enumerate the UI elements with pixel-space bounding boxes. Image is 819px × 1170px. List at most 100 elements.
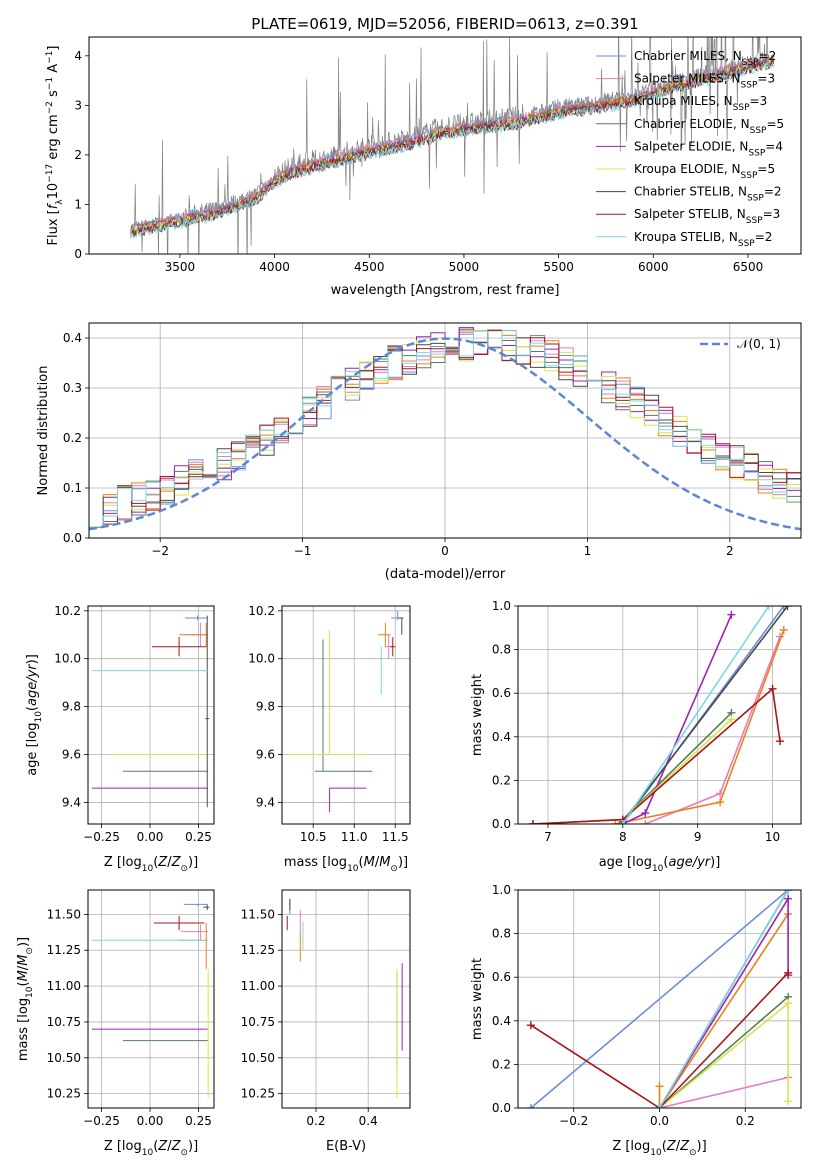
panel-residuals: −2 −1 0 1 2 0.0 0.1 0.2 0.3 0.4 𝒩(0, 1) (data-model…: [36, 322, 802, 582]
axes-frame: [87, 605, 215, 825]
y-tick-label: 0.1: [63, 481, 82, 495]
weight-series-salpeter_miles: [641, 632, 785, 824]
weight-marker: [526, 1021, 535, 1030]
x-tick-label: −1: [294, 544, 312, 558]
weight-line: [659, 1076, 789, 1108]
weight-marker: [783, 606, 792, 610]
y-tick-label: 3: [74, 98, 82, 112]
x-tick-label: 0.4: [359, 1114, 378, 1128]
x-tick-label: 5500: [543, 260, 574, 274]
weight-line: [622, 614, 733, 824]
weight-line: [658, 890, 789, 1108]
x-tick-label: 4000: [259, 260, 290, 274]
errorbar-point-kroupa_miles: [179, 622, 209, 647]
y-tick-label: 11.00: [241, 979, 275, 993]
legend-entry-normal: 𝒩(0, 1): [737, 337, 781, 351]
y-tick-label: 10.50: [241, 1051, 275, 1065]
x-tick-label: 0.0: [650, 1114, 669, 1128]
y-tick-label: 1.0: [492, 599, 511, 613]
y-axis-label: mass weight: [470, 674, 485, 756]
errorbar-point-salpeter_elodie: [329, 787, 367, 813]
plot-area: [89, 327, 801, 531]
plot-area: [526, 890, 793, 1108]
legend-entry-salpeter_miles: Salpeter MILES, NSSP=3: [634, 72, 775, 91]
errorbar-point-kroupa_stelib: [380, 646, 383, 695]
errorbar-point-salpeter_stelib: [151, 637, 207, 657]
x-axis-label: E(B-V): [326, 1139, 366, 1154]
weight-marker: [526, 1104, 535, 1108]
x-tick-label: 11.5: [382, 830, 409, 844]
y-tick-label: 0.0: [492, 817, 511, 831]
weight-marker: [528, 820, 537, 824]
weight-marker: [768, 684, 777, 693]
y-tick-label: 10.2: [54, 604, 81, 618]
x-tick-label: 6500: [733, 260, 764, 274]
y-tick-label: 10.2: [248, 604, 275, 618]
x-axis-label: age [log10(age/yr)]: [599, 855, 721, 874]
y-tick-label: 9.8: [256, 700, 275, 714]
axes-frame: [517, 605, 802, 825]
weight-line: [622, 606, 789, 823]
axes-frame: [281, 889, 411, 1109]
plot-area: [130, 37, 775, 254]
weight-marker: [641, 809, 650, 818]
x-axis-label: mass [log10(M/M⊙)]: [284, 855, 408, 874]
y-axis-label: mass [log10(M/M⊙)]: [16, 937, 35, 1061]
legend-entry-salpeter_elodie: Salpeter ELODIE, NSSP=4: [634, 139, 783, 158]
weight-marker: [611, 820, 620, 824]
y-tick-label: 2: [74, 148, 82, 162]
errorbar-point-chabrier_stelib: [203, 904, 210, 911]
y-tick-label: 0.0: [492, 1101, 511, 1115]
y-tick-label: 11.50: [47, 907, 81, 921]
weight-marker: [727, 715, 736, 724]
y-tick-label: 0.4: [63, 331, 82, 345]
weight-series-kroupa_elodie: [655, 999, 793, 1108]
figure-title: PLATE=0619, MJD=52056, FIBERID=0613, z=0…: [251, 15, 638, 33]
legend-entry-chabrier_stelib: Chabrier STELIB, NSSP=2: [634, 185, 782, 204]
axes-frame: [88, 36, 802, 255]
x-tick-label: 0.25: [185, 830, 212, 844]
y-axis-label: Normed distribution: [36, 366, 51, 496]
y-tick-label: 10.25: [241, 1087, 275, 1101]
panel-age_vs_Z: −0.25 0.00 0.25 9.4 9.6 9.8 10.0 10.2 Z [log10(Z…: [25, 604, 215, 874]
axes-frame: [87, 889, 215, 1109]
x-tick-label: −0.2: [559, 1114, 588, 1128]
y-tick-label: 11.25: [241, 943, 275, 957]
plot-area: [288, 610, 404, 813]
plot-area: [91, 903, 210, 1098]
weight-series-kroupa_stelib: [618, 606, 773, 824]
errorbar-point-kroupa_elodie: [288, 629, 367, 756]
weight-marker: [655, 1082, 664, 1091]
weight-marker: [784, 1097, 793, 1106]
x-tick-label: −0.25: [83, 1114, 120, 1128]
y-tick-label: 0.6: [492, 970, 511, 984]
weight-marker: [655, 1104, 664, 1108]
weight-marker: [784, 894, 793, 903]
x-tick-label: 6000: [638, 260, 669, 274]
y-tick-label: 0.8: [492, 643, 511, 657]
weight-marker: [784, 890, 793, 894]
normal-curve: [89, 337, 801, 531]
weight-marker: [779, 606, 788, 610]
x-tick-label: −0.25: [83, 830, 120, 844]
y-tick-label: 11.25: [47, 943, 81, 957]
x-axis-label: Z [log10(Z/Z⊙)]: [612, 1139, 706, 1158]
y-tick-label: 0.3: [63, 381, 82, 395]
x-tick-label: 2: [726, 544, 734, 558]
model-spectrum-kroupa_stelib: [130, 60, 775, 240]
weight-line: [615, 629, 785, 824]
x-tick-label: 7: [544, 830, 552, 844]
x-tick-label: 0: [441, 544, 449, 558]
x-tick-label: 0.2: [736, 1114, 755, 1128]
y-axis-label: Flux [fλ10−17 erg cm−2 s−1 A−1]: [45, 46, 65, 246]
y-tick-label: 9.4: [256, 795, 275, 809]
x-axis-label: (data-model)/error: [385, 567, 506, 582]
weight-line: [658, 996, 789, 1108]
x-tick-label: 0.25: [185, 1114, 212, 1128]
y-tick-label: 11.50: [241, 907, 275, 921]
x-tick-label: 10.5: [300, 830, 327, 844]
weight-marker: [784, 968, 793, 977]
panel-age_vs_mass: 10.5 11.0 11.5 9.4 9.6 9.8 10.0 10.2 mass [log10…: [248, 604, 411, 874]
x-tick-label: −2: [151, 544, 169, 558]
x-tick-label: 10: [765, 830, 780, 844]
